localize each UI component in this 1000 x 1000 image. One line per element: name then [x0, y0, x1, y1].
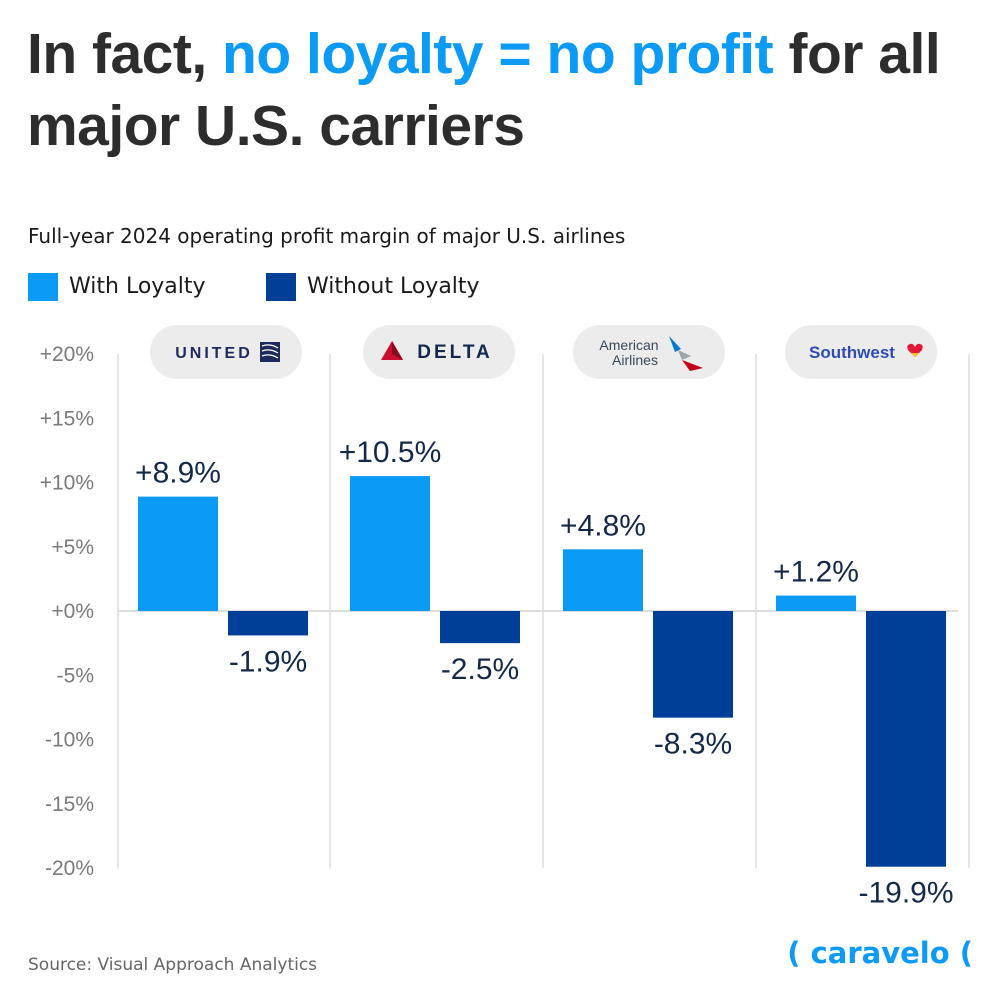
headline-part-1: In fact, [27, 22, 223, 86]
value-labels: +8.9% +10.5% +4.8% +1.2% -1.9% -2.5% -8.3% -19.… [135, 436, 953, 910]
y-tick-label: +5% [51, 536, 94, 559]
bar-without-loyalty [228, 611, 308, 636]
bar-without-loyalty [866, 611, 946, 867]
y-tick-label: +0% [51, 600, 94, 623]
value-label-without-loyalty: -19.9% [858, 877, 953, 910]
y-tick-label: -10% [45, 729, 94, 752]
logo-pill-delta [363, 325, 515, 379]
y-tick-label: +20% [40, 343, 94, 366]
logo-american-airlines: American Airlines [573, 325, 725, 379]
legend-swatch-with-loyalty [28, 273, 58, 301]
heart-icon [907, 343, 923, 357]
airline-logos: UNITED DELTA American Airlines [150, 325, 937, 379]
bar-with-loyalty [138, 496, 218, 611]
headline: In fact, no loyalty = no profit for all … [27, 18, 977, 162]
bar-with-loyalty [776, 595, 856, 611]
legend-label-with-loyalty: With Loyalty [69, 274, 206, 299]
value-label-with-loyalty: +4.8% [560, 509, 646, 542]
y-tick-label: -5% [57, 664, 94, 687]
bar-with-loyalty [350, 476, 430, 611]
caravelo-logo: ( caravelo ( [787, 936, 973, 970]
source-note: Source: Visual Approach Analytics [28, 955, 318, 975]
bar-without-loyalty [440, 611, 520, 644]
value-label-without-loyalty: -8.3% [654, 728, 732, 761]
y-tick-label: -15% [45, 793, 94, 816]
bars [138, 476, 946, 867]
value-label-without-loyalty: -2.5% [441, 653, 519, 686]
logo-delta: DELTA [363, 325, 515, 379]
logo-text-united: UNITED [175, 345, 253, 362]
logo-united: UNITED [150, 325, 302, 379]
logo-text-delta: DELTA [417, 342, 493, 363]
flight-symbol-icon [669, 336, 703, 371]
value-label-with-loyalty: +1.2% [773, 556, 859, 589]
value-label-with-loyalty: +8.9% [135, 457, 221, 490]
bar-without-loyalty [653, 611, 733, 718]
y-tick-label: -20% [45, 857, 94, 880]
chart-title: Full-year 2024 operating profit margin o… [28, 224, 626, 248]
bar-with-loyalty [563, 549, 643, 611]
logo-pill-southwest [785, 325, 937, 379]
globe-icon [260, 342, 280, 362]
legend-label-without-loyalty: Without Loyalty [307, 274, 480, 299]
headline-accent: no loyalty = no profit [222, 22, 774, 86]
value-label-with-loyalty: +10.5% [339, 436, 442, 469]
legend-swatch-without-loyalty [266, 273, 296, 301]
value-label-without-loyalty: -1.9% [229, 645, 307, 678]
y-axis: +20% +15% +10% +5% +0% -5% -10% -15% -20% [40, 343, 94, 880]
y-tick-label: +10% [40, 472, 94, 495]
delta-triangle-icon [381, 341, 403, 360]
y-tick-label: +15% [40, 407, 94, 430]
headline-part-2: for all major U.S. carriers [27, 22, 941, 158]
logo-pill-united [150, 325, 302, 379]
logo-text-southwest: Southwest [809, 343, 895, 362]
logo-text-american-line2: Airlines [612, 352, 658, 368]
logo-text-american-line1: American [599, 337, 658, 353]
logo-southwest: Southwest [785, 325, 937, 379]
